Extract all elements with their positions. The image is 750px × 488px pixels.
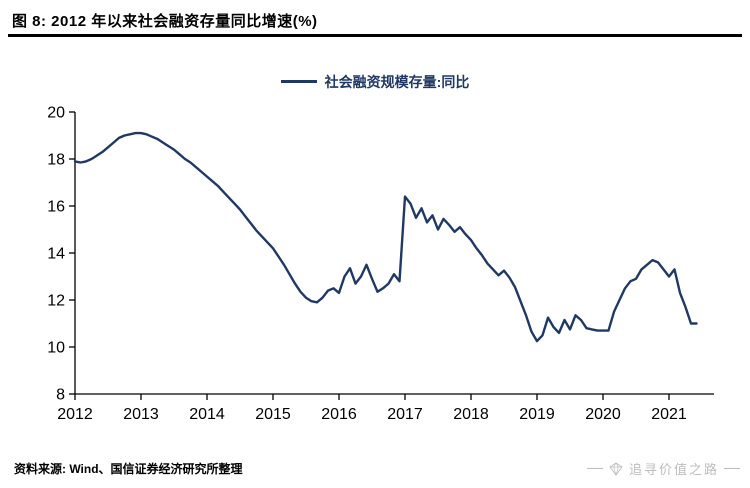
svg-text:20: 20: [47, 105, 65, 122]
watermark-text: 追寻价值之路: [628, 462, 719, 477]
figure-title: 图 8: 2012 年以来社会融资存量同比增速(%): [12, 13, 318, 30]
svg-text:2018: 2018: [453, 406, 489, 423]
legend-label: 社会融资规模存量:同比: [324, 74, 470, 90]
svg-text:16: 16: [47, 199, 65, 216]
svg-text:10: 10: [47, 340, 65, 357]
source-note: 资料来源: Wind、国信证券经济研究所整理: [14, 462, 243, 476]
watermark-dash-left: [586, 468, 603, 469]
line-chart: 8 10 12 14 16 18 20 2012 2013 2014 2015 2016 2017 201…: [47, 105, 714, 423]
svg-text:2012: 2012: [57, 406, 93, 423]
svg-text:14: 14: [47, 246, 65, 263]
legend-line-swatch: [280, 79, 317, 83]
svg-text:2021: 2021: [651, 406, 687, 423]
svg-text:2016: 2016: [321, 406, 357, 423]
watermark-dash-right: [724, 468, 740, 469]
watermark: 追寻价值之路: [586, 459, 740, 478]
svg-text:12: 12: [47, 293, 65, 310]
title-divider: [8, 34, 742, 37]
figure-footer: 资料来源: Wind、国信证券经济研究所整理 追寻价值之路: [14, 459, 740, 478]
svg-text:2019: 2019: [519, 406, 555, 423]
svg-text:2015: 2015: [255, 406, 291, 423]
chart-legend: 社会融资规模存量:同比: [0, 72, 750, 92]
svg-text:2017: 2017: [387, 406, 423, 423]
svg-text:2013: 2013: [123, 406, 159, 423]
diamond-logo-icon: [609, 461, 623, 476]
svg-text:8: 8: [56, 387, 65, 404]
svg-text:18: 18: [47, 152, 65, 169]
svg-text:2014: 2014: [189, 406, 225, 423]
svg-text:2020: 2020: [585, 406, 621, 423]
